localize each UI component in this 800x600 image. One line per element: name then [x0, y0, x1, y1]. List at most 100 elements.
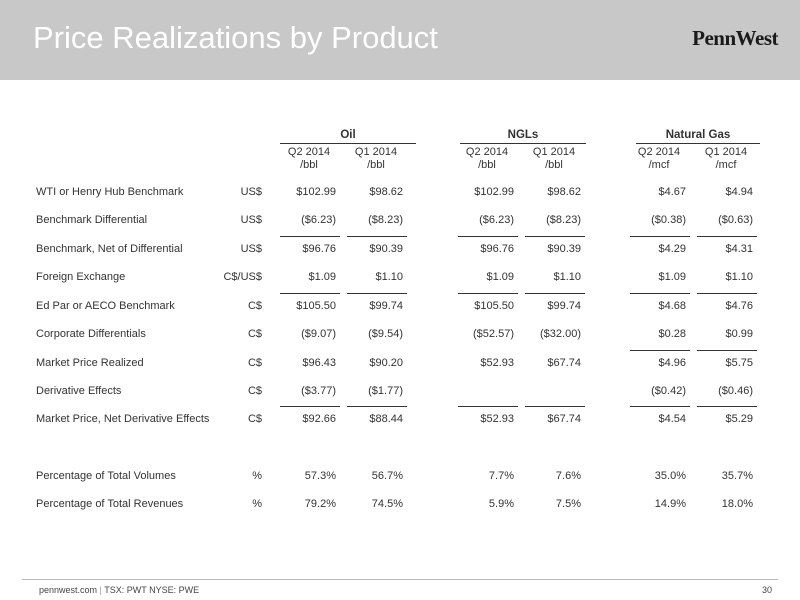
table-cell: $4.76 [725, 300, 753, 312]
table-cell: 5.9% [488, 498, 514, 510]
table-cell: $90.39 [369, 243, 403, 255]
row-currency: C$ [247, 328, 262, 340]
subtotal-rule [347, 406, 407, 407]
group-header-rule [460, 143, 586, 144]
table-cell: ($8.23) [368, 214, 403, 226]
subtotal-rule [458, 236, 518, 237]
table-cell: 7.5% [555, 498, 581, 510]
table-cell: ($3.77) [301, 385, 336, 397]
unit-header: /bbl [545, 159, 563, 171]
table-cell: $99.74 [369, 300, 403, 312]
table-cell: $98.62 [369, 186, 403, 198]
table-cell: 7.6% [555, 470, 581, 482]
footer-separator: | [99, 585, 102, 595]
table-cell: 18.0% [721, 498, 753, 510]
table-cell: ($52.57) [473, 328, 514, 340]
row-currency: C$ [247, 357, 262, 369]
unit-header: /mcf [648, 159, 670, 171]
table-cell: $1.10 [725, 271, 753, 283]
subtotal-rule [697, 350, 757, 351]
table-cell: ($0.38) [651, 214, 686, 226]
group-header-rule [636, 143, 760, 144]
table-cell: ($6.23) [301, 214, 336, 226]
table-cell: $52.93 [480, 357, 514, 369]
subtotal-rule [630, 293, 690, 294]
row-label: Benchmark, Net of Differential [36, 243, 183, 255]
table-cell: $102.99 [474, 186, 514, 198]
period-header: Q1 2014 [704, 146, 748, 158]
subtotal-rule [630, 406, 690, 407]
slide-title: Price Realizations by Product [33, 20, 438, 55]
table-cell: $5.29 [725, 413, 753, 425]
table-cell: $96.43 [302, 357, 336, 369]
row-label: Corporate Differentials [36, 328, 146, 340]
subtotal-rule [280, 406, 340, 407]
table-cell: 35.7% [721, 470, 753, 482]
table-cell: ($0.42) [651, 385, 686, 397]
group-header: Oil [340, 129, 356, 141]
unit-header: /bbl [478, 159, 496, 171]
subtotal-rule [525, 406, 585, 407]
table-cell: $90.20 [369, 357, 403, 369]
row-currency: C$/US$ [223, 271, 262, 283]
subtotal-rule [347, 293, 407, 294]
title-bar: Price Realizations by Product PennWest [0, 0, 800, 80]
footer-tickers: TSX: PWT NYSE: PWE [104, 585, 200, 595]
table-cell: $105.50 [296, 300, 336, 312]
table-cell: $99.74 [547, 300, 581, 312]
page-number: 30 [761, 585, 772, 595]
table-cell: 14.9% [654, 498, 686, 510]
footer-divider [22, 579, 778, 580]
unit-header: /bbl [367, 159, 385, 171]
subtotal-rule [280, 236, 340, 237]
table-cell: $4.68 [658, 300, 686, 312]
table-cell: 57.3% [304, 470, 336, 482]
table-cell: ($1.77) [368, 385, 403, 397]
period-header: Q1 2014 [354, 146, 398, 158]
table-cell: $0.28 [658, 328, 686, 340]
row-currency: C$ [247, 385, 262, 397]
table-cell: 7.7% [488, 470, 514, 482]
table-cell: $4.31 [725, 243, 753, 255]
row-currency: US$ [240, 214, 262, 226]
table-cell: $4.94 [725, 186, 753, 198]
row-label: WTI or Henry Hub Benchmark [36, 186, 184, 198]
footer-site: pennwest.com [39, 585, 98, 595]
table-cell: $102.99 [296, 186, 336, 198]
group-header-rule [280, 143, 416, 144]
unit-header: /bbl [300, 159, 318, 171]
table-cell: $67.74 [547, 357, 581, 369]
table-cell: $52.93 [480, 413, 514, 425]
table-cell: $98.62 [547, 186, 581, 198]
row-label: Percentage of Total Revenues [36, 498, 184, 510]
subtotal-rule [458, 406, 518, 407]
row-label: Foreign Exchange [36, 271, 126, 283]
table-cell: $1.10 [375, 271, 403, 283]
table-cell: $1.09 [308, 271, 336, 283]
table-cell: $96.76 [480, 243, 514, 255]
group-header: NGLs [507, 129, 539, 141]
subtotal-rule [458, 293, 518, 294]
table-cell: $67.74 [547, 413, 581, 425]
subtotal-rule [525, 236, 585, 237]
table-cell: 79.2% [304, 498, 336, 510]
row-currency: % [252, 470, 262, 482]
table-cell: ($32.00) [540, 328, 581, 340]
subtotal-rule [347, 236, 407, 237]
table-cell: 35.0% [654, 470, 686, 482]
row-label: Benchmark Differential [36, 214, 148, 226]
subtotal-rule [525, 293, 585, 294]
table-cell: ($8.23) [546, 214, 581, 226]
table-cell: $90.39 [547, 243, 581, 255]
period-header: Q2 2014 [637, 146, 681, 158]
row-currency: % [252, 498, 262, 510]
row-currency: C$ [247, 300, 262, 312]
row-currency: US$ [240, 186, 262, 198]
subtotal-rule [697, 406, 757, 407]
subtotal-rule [697, 293, 757, 294]
footer-text: pennwest.com | TSX: PWT NYSE: PWE [39, 585, 199, 595]
table-cell: $105.50 [474, 300, 514, 312]
table-cell: ($9.54) [368, 328, 403, 340]
subtotal-rule [280, 293, 340, 294]
subtotal-rule [697, 236, 757, 237]
